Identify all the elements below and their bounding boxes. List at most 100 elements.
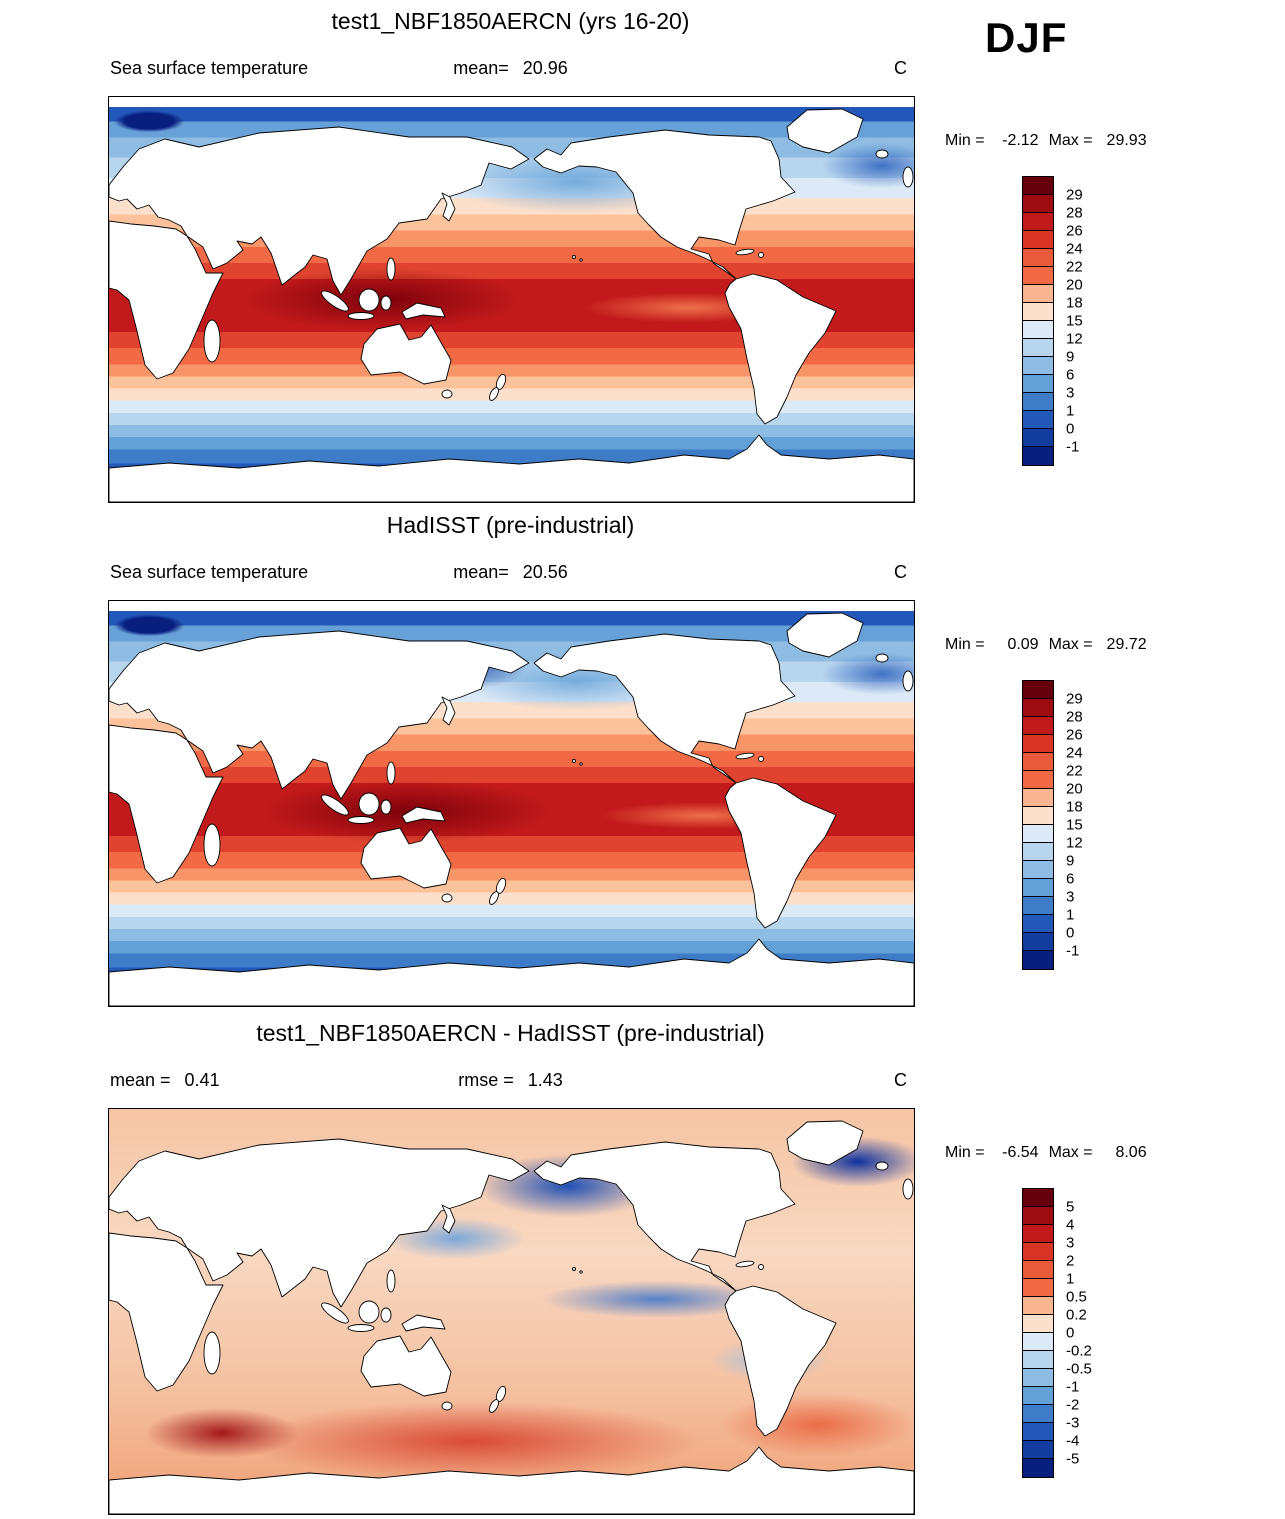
colorbar-tick-label: 26	[1066, 222, 1083, 240]
colorbar-tick-label: 29	[1066, 186, 1083, 204]
colorbar-tick-label: 29	[1066, 690, 1083, 708]
colorbar-box	[1023, 771, 1053, 789]
min-label: Min =	[945, 132, 985, 149]
colorbar-boxes	[1022, 1188, 1054, 1478]
colorbar-box	[1023, 1297, 1053, 1315]
max-label: Max =	[1048, 636, 1093, 653]
colorbar-tick-label: 22	[1066, 258, 1083, 276]
colorbar-tick-label: -3	[1066, 1414, 1080, 1432]
colorbar-box	[1023, 1441, 1053, 1459]
colorbar-tick-label: 15	[1066, 312, 1083, 330]
mean-value: 0.41	[184, 1070, 220, 1090]
colorbar-tick-label: -4	[1066, 1432, 1080, 1450]
colorbar-box	[1023, 375, 1053, 393]
colorbar-box	[1023, 1261, 1053, 1279]
colorbar-box	[1023, 285, 1053, 303]
colorbar-boxes	[1022, 680, 1054, 970]
colorbar-box	[1023, 1423, 1053, 1441]
colorbar-box	[1023, 843, 1053, 861]
colorbar-tick-label: 24	[1066, 744, 1083, 762]
max-label: Max =	[1048, 1144, 1093, 1161]
minmax-row-obs: Min = 0.09 Max = 29.72	[945, 636, 1157, 654]
colorbar-tick-label: 18	[1066, 294, 1083, 312]
colorbar-tick-label: -5	[1066, 1450, 1080, 1468]
mean-stat: mean= 20.56	[453, 562, 568, 583]
colorbar-tick-label: 9	[1066, 852, 1075, 870]
units-label: C	[894, 562, 907, 582]
min-value: 0.09	[1007, 636, 1039, 653]
mean-stat: mean= 20.96	[453, 58, 568, 79]
panel-model: test1_NBF1850AERCN (yrs 16-20) Sea surfa…	[0, 8, 1285, 508]
colorbar-tick-label: 28	[1066, 204, 1083, 222]
panel-model-title: test1_NBF1850AERCN (yrs 16-20)	[331, 8, 690, 34]
mean-label: mean =	[110, 1070, 171, 1090]
colorbar-box	[1023, 825, 1053, 843]
colorbar-tick-label: 1	[1066, 906, 1075, 924]
colorbar-box	[1023, 699, 1053, 717]
mean-value: 20.56	[522, 562, 568, 582]
colorbar-tick-label: 9	[1066, 348, 1075, 366]
colorbar-box	[1023, 1351, 1053, 1369]
colorbar-boxes	[1022, 176, 1054, 466]
max-label: Max =	[1048, 132, 1093, 149]
colorbar-box	[1023, 411, 1053, 429]
colorbar-tick-label: 0.2	[1066, 1306, 1087, 1324]
colorbar-tick-label: 28	[1066, 708, 1083, 726]
colorbar-box	[1023, 951, 1053, 969]
colorbar-box	[1023, 231, 1053, 249]
colorbar-box	[1023, 717, 1053, 735]
colorbar-box	[1023, 933, 1053, 951]
colorbar-box	[1023, 1207, 1053, 1225]
colorbar-tick-label: 0	[1066, 924, 1075, 942]
colorbar-box	[1023, 681, 1053, 699]
colorbar-tick-label: -1	[1066, 1378, 1080, 1396]
colorbar-tick-label: 0.5	[1066, 1288, 1087, 1306]
colorbar-tick-label: -2	[1066, 1396, 1080, 1414]
colorbar-tick-label: -1	[1066, 942, 1080, 960]
colorbar-box	[1023, 1387, 1053, 1405]
continents-overlay	[109, 612, 914, 1006]
colorbar-tick-label: 12	[1066, 330, 1083, 348]
colorbar-tick-label: 0	[1066, 420, 1075, 438]
colorbar-box	[1023, 1459, 1053, 1477]
min-value: -2.12	[1002, 132, 1039, 149]
colorbar-box	[1023, 249, 1053, 267]
colorbar-box	[1023, 303, 1053, 321]
colorbar-box	[1023, 789, 1053, 807]
colorbar-box	[1023, 1333, 1053, 1351]
mean-stat: mean = 0.41	[110, 1070, 220, 1091]
panel-obs: HadISST (pre-industrial) Sea surface tem…	[0, 512, 1285, 1012]
colorbar-box	[1023, 861, 1053, 879]
panel-model-stats-row: Sea surface temperature mean= 20.96 C	[108, 58, 913, 82]
colorbar-box	[1023, 1189, 1053, 1207]
variable-label: Sea surface temperature	[110, 58, 309, 78]
colorbar-obs: 29 28 26 24 22 20 18 15 12 9 6 3 1 0 -1	[1022, 680, 1132, 970]
rmse-stat: rmse = 1.43	[458, 1070, 563, 1091]
mean-value: 20.96	[522, 58, 568, 78]
max-value: 8.06	[1115, 1144, 1147, 1161]
max-value: 29.93	[1106, 132, 1147, 149]
colorbar-box	[1023, 339, 1053, 357]
colorbar-tick-label: -0.5	[1066, 1360, 1092, 1378]
colorbar-box	[1023, 879, 1053, 897]
colorbar-box	[1023, 1225, 1053, 1243]
colorbar-tick-label: 6	[1066, 870, 1075, 888]
colorbar-tick-label: 3	[1066, 384, 1075, 402]
colorbar-tick-label: 18	[1066, 798, 1083, 816]
colorbar-tick-label: 24	[1066, 240, 1083, 258]
colorbar-box	[1023, 735, 1053, 753]
min-value: -6.54	[1002, 1144, 1039, 1161]
units-label: C	[894, 58, 907, 78]
panel-obs-title: HadISST (pre-industrial)	[386, 512, 635, 538]
colorbar-box	[1023, 1279, 1053, 1297]
colorbar-tick-label: 20	[1066, 780, 1083, 798]
colorbar-tick-label: -0.2	[1066, 1342, 1092, 1360]
units-label: C	[894, 1070, 907, 1090]
colorbar-tick-label: 1	[1066, 1270, 1075, 1288]
colorbar-tick-label: 5	[1066, 1198, 1075, 1216]
season-label: DJF	[985, 14, 1068, 61]
colorbar-box	[1023, 1369, 1053, 1387]
panel-diff: test1_NBF1850AERCN - HadISST (pre-indust…	[0, 1020, 1285, 1519]
sst-map-diff	[108, 1108, 915, 1515]
colorbar-box	[1023, 357, 1053, 375]
